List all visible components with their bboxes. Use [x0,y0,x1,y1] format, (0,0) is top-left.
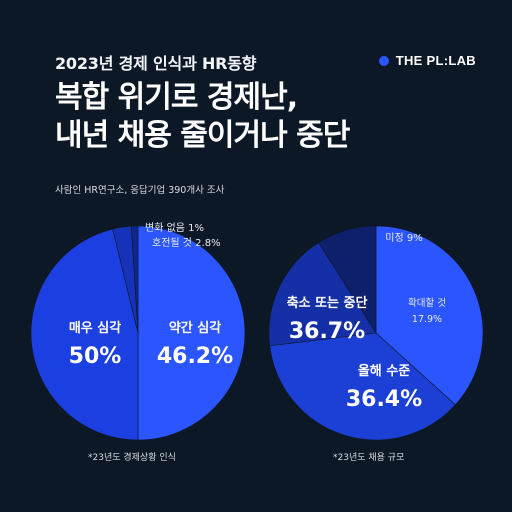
headline-line-1: 복합 위기로 경제난, [55,80,298,115]
slice-label-hiring-3-value: 17.9% [412,314,442,325]
brand-name: THE PL:LAB [395,53,476,68]
slice-label-hiring-2-name: 올해 수준 [358,363,410,379]
pie-slice-hiring-3 [268,242,377,347]
slice-label-economy-3: 호전될 것 2.8% [152,237,221,249]
slice-label-economy-2-name: 약간 심각 [169,320,221,336]
pie-slice-economy-1 [137,225,246,441]
brand-dot-icon [378,55,389,66]
slice-label-hiring-1-name: 축소 또는 중단 [287,295,368,311]
pie-slice-economy-2 [30,228,139,441]
chart-caption-economy: *23년도 경제상황 인식 [88,453,176,463]
brand-logo: THE PL:LAB [378,53,476,68]
slice-label-hiring-1-value: 36.7% [289,319,365,344]
pie-slice-hiring-4 [318,225,377,335]
slice-label-economy-4: 변화 없음 1% [145,221,204,234]
survey-source: 사람인 HR연구소, 응답기업 390개사 조사 [55,185,225,196]
headline: 복합 위기로 경제난, 내년 채용 줄이거나 중단 [55,79,475,155]
slice-label-economy-1-name: 매우 심각 [69,320,121,336]
pie-slice-hiring-2 [269,332,456,441]
slice-label-economy-1-value: 50% [69,344,122,369]
slice-label-hiring-4: 미정 9% [385,232,422,244]
headline-line-2: 내년 채용 줄이거나 중단 [55,118,350,153]
slice-label-hiring-2-value: 36.4% [346,387,422,412]
report-topline: 2023년 경제 인식과 HR동향 [55,54,257,73]
slice-label-hiring-3-name: 확대할 것 [408,297,446,309]
chart-caption-hiring: *23년도 채용 규모 [333,453,405,463]
pie-slice-hiring-1 [375,225,484,406]
pie-slice-economy-4 [130,225,139,334]
slice-label-economy-2-value: 46.2% [157,344,233,369]
